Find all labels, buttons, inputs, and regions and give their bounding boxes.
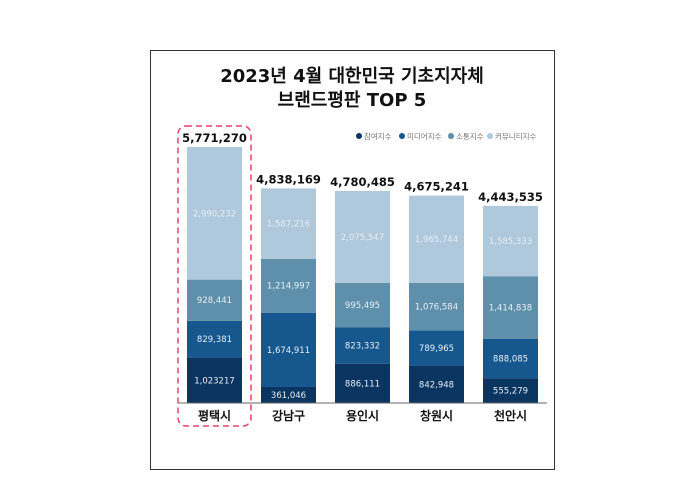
bar-segment [261, 312, 316, 387]
highlight-dashed-box [177, 125, 252, 427]
bar-segment [187, 279, 242, 321]
legend-marker [487, 133, 493, 139]
data-label: 1,585,333 [489, 237, 532, 247]
data-label: 995,495 [345, 301, 380, 311]
data-label: 1,023217 [194, 376, 235, 386]
bar-segment [187, 320, 242, 358]
legend-marker [399, 133, 405, 139]
bar-segment [483, 378, 538, 403]
bar-segment [409, 365, 464, 403]
legend-marker [356, 133, 362, 139]
total-label: 4,443,535 [478, 190, 543, 204]
bar-segment [483, 338, 538, 379]
data-label: 829,381 [197, 335, 232, 345]
data-label: 886,111 [345, 379, 380, 389]
bar-segment [409, 195, 464, 283]
data-label: 888,085 [493, 355, 528, 365]
bar-segment [335, 327, 390, 364]
x-tick-label: 창원시 [420, 408, 453, 423]
x-tick-label: 천안시 [494, 408, 527, 423]
data-label: 555,279 [493, 387, 528, 397]
x-tick-label: 강남구 [272, 408, 305, 423]
data-label: 1,587,216 [267, 220, 310, 230]
legend-label: 미디어지수 [407, 131, 442, 141]
legend-label: 커뮤니티지수 [495, 132, 536, 141]
legend-label: 참여지수 [364, 131, 392, 141]
x-tick-label: 평택시 [198, 408, 231, 423]
legend-marker [448, 133, 454, 139]
data-label: 1,076,584 [415, 303, 458, 313]
data-label: 842,948 [419, 380, 454, 390]
data-label: 1,674,911 [267, 346, 310, 356]
bar-segment [483, 205, 538, 277]
chart-frame [150, 50, 555, 470]
data-label: 1,965,744 [415, 235, 458, 245]
bar-segment [409, 282, 464, 331]
bar-segment [483, 276, 538, 339]
data-label: 361,046 [271, 391, 306, 401]
chart-title-line2: 브랜드평판 TOP 5 [278, 90, 427, 111]
total-label: 4,675,241 [404, 180, 469, 194]
bar-segment [261, 188, 316, 259]
chart-title-line1: 2023년 4월 대한민국 기초지자체 [220, 66, 484, 87]
data-label: 928,441 [197, 296, 232, 306]
bar-segment [261, 258, 316, 313]
total-label: 4,780,485 [330, 175, 395, 189]
legend-label: 소통지수 [456, 132, 484, 141]
bar-segment [335, 283, 390, 328]
bar-segment [335, 363, 390, 403]
bar-segment [335, 190, 390, 284]
data-label: 2,990,232 [193, 209, 236, 219]
bar-segment [409, 330, 464, 366]
x-tick-label: 용인시 [346, 408, 379, 423]
data-label: 823,332 [345, 341, 380, 351]
total-label: 4,838,169 [256, 172, 321, 186]
bar-segment [187, 146, 242, 280]
data-label: 1,414,838 [489, 304, 532, 314]
total-label: 5,771,270 [182, 131, 247, 145]
bar-segment [261, 386, 316, 403]
data-label: 2,075,547 [341, 233, 384, 243]
data-label: 1,214,997 [267, 282, 310, 292]
data-label: 789,965 [419, 344, 454, 354]
bar-segment [187, 357, 242, 403]
